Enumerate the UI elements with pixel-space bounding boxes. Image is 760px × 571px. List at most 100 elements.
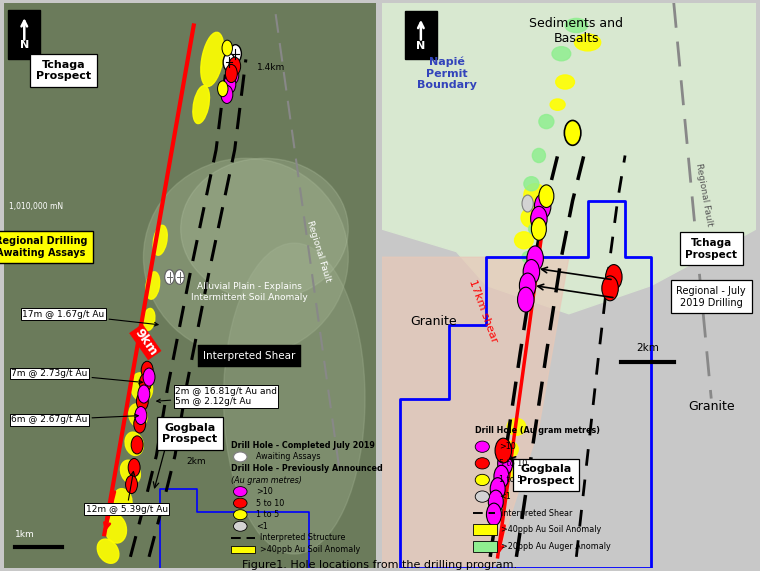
Circle shape (138, 385, 150, 403)
Circle shape (519, 273, 536, 298)
Circle shape (490, 478, 505, 500)
Text: Drill Hole - Previously Announced: Drill Hole - Previously Announced (231, 464, 383, 473)
Circle shape (498, 452, 513, 475)
Circle shape (222, 40, 233, 56)
Text: Interpreted Shear: Interpreted Shear (204, 351, 296, 361)
Text: Granite: Granite (410, 315, 458, 328)
Circle shape (233, 510, 247, 520)
Ellipse shape (154, 226, 167, 255)
Text: 1 to 5: 1 to 5 (499, 476, 522, 484)
Text: Regional Drilling
Awaiting Assays: Regional Drilling Awaiting Assays (0, 236, 87, 258)
Circle shape (134, 415, 146, 433)
Text: 5 to 10: 5 to 10 (256, 498, 284, 508)
Bar (231, 546, 255, 553)
Text: Alluvial Plain - Explains
Intermittent Soil Anomaly: Alluvial Plain - Explains Intermittent S… (192, 282, 308, 301)
Ellipse shape (131, 373, 153, 402)
Circle shape (534, 194, 551, 219)
Ellipse shape (522, 252, 534, 263)
Circle shape (128, 459, 140, 477)
Text: Sediments and
Basalts: Sediments and Basalts (530, 18, 623, 46)
Text: 17m @ 1.67g/t Au: 17m @ 1.67g/t Au (23, 309, 158, 326)
Circle shape (565, 120, 581, 145)
Text: 9km: 9km (131, 326, 159, 358)
Circle shape (217, 81, 228, 96)
Ellipse shape (193, 86, 210, 123)
Ellipse shape (128, 404, 147, 427)
Circle shape (141, 361, 153, 379)
Text: Drill Hole - Completed July 2019: Drill Hole - Completed July 2019 (231, 441, 375, 450)
Circle shape (475, 491, 489, 502)
Text: >10: >10 (256, 487, 273, 496)
Polygon shape (382, 3, 756, 314)
Ellipse shape (181, 158, 348, 300)
Text: >10: >10 (499, 442, 516, 451)
Text: (Au gram metres): (Au gram metres) (231, 476, 302, 485)
Text: N: N (20, 41, 29, 50)
Circle shape (135, 407, 147, 425)
Circle shape (523, 259, 540, 284)
Text: 2km: 2km (186, 457, 206, 465)
Ellipse shape (565, 18, 587, 33)
Text: Drill Hole (Au gram metres): Drill Hole (Au gram metres) (475, 425, 600, 435)
Circle shape (233, 521, 247, 531)
Ellipse shape (552, 47, 571, 61)
Text: 2km: 2km (636, 343, 659, 352)
Ellipse shape (521, 208, 542, 228)
Text: 17km shear: 17km shear (467, 278, 499, 344)
Ellipse shape (143, 308, 155, 331)
Ellipse shape (507, 419, 526, 435)
Ellipse shape (532, 148, 546, 163)
Ellipse shape (496, 464, 515, 481)
Circle shape (531, 218, 546, 240)
Ellipse shape (105, 514, 126, 543)
Ellipse shape (121, 460, 141, 484)
Text: 1km: 1km (15, 530, 35, 539)
Circle shape (527, 246, 543, 271)
Text: 1.4km: 1.4km (257, 63, 285, 71)
Circle shape (233, 486, 247, 497)
Text: 1 to 5: 1 to 5 (256, 510, 280, 519)
Text: 2m @ 16.81g/t Au and
5m @ 2.12g/t Au: 2m @ 16.81g/t Au and 5m @ 2.12g/t Au (157, 387, 277, 406)
Circle shape (165, 270, 174, 284)
Text: N: N (416, 41, 426, 51)
Circle shape (125, 476, 138, 493)
Text: 6m @ 2.67g/t Au: 6m @ 2.67g/t Au (11, 414, 138, 424)
Circle shape (233, 452, 247, 462)
Ellipse shape (515, 232, 534, 249)
Ellipse shape (539, 115, 554, 128)
Text: 7m @ 2.73g/t Au: 7m @ 2.73g/t Au (11, 369, 142, 384)
Text: Interpreted Shear: Interpreted Shear (501, 509, 572, 518)
Text: Regional - July
2019 Drilling: Regional - July 2019 Drilling (676, 286, 746, 308)
Bar (405, 11, 436, 59)
Ellipse shape (499, 441, 518, 458)
Circle shape (227, 66, 239, 85)
Bar (473, 524, 497, 536)
Circle shape (233, 498, 247, 508)
Ellipse shape (550, 99, 565, 110)
Circle shape (539, 185, 554, 207)
Ellipse shape (125, 432, 143, 456)
Text: Regional Fault: Regional Fault (694, 163, 714, 227)
Text: Awaiting Assays: Awaiting Assays (256, 452, 321, 461)
Circle shape (530, 206, 547, 231)
Text: 5 to 10: 5 to 10 (499, 459, 527, 468)
Text: <1: <1 (256, 522, 268, 531)
Ellipse shape (223, 243, 365, 554)
Circle shape (175, 270, 185, 284)
Ellipse shape (494, 488, 509, 502)
Text: Figure1. Hole locations from the drilling program.: Figure1. Hole locations from the drillin… (242, 560, 518, 570)
Text: Tchaga
Prospect: Tchaga Prospect (36, 60, 91, 82)
Ellipse shape (144, 158, 348, 356)
Ellipse shape (114, 489, 132, 512)
Text: Tchaga
Prospect: Tchaga Prospect (686, 238, 737, 260)
Ellipse shape (529, 223, 542, 235)
Ellipse shape (97, 539, 119, 563)
Ellipse shape (524, 176, 539, 191)
Circle shape (136, 392, 148, 411)
Circle shape (223, 53, 235, 71)
Circle shape (139, 373, 151, 392)
Circle shape (475, 458, 489, 469)
Circle shape (486, 503, 502, 526)
Polygon shape (382, 257, 568, 568)
Text: 12m @ 5.39g/t Au: 12m @ 5.39g/t Au (86, 472, 168, 514)
